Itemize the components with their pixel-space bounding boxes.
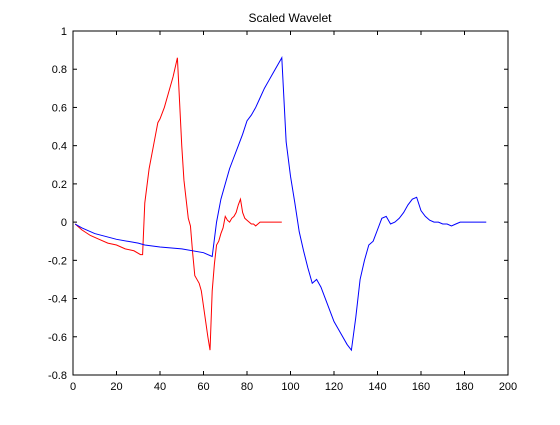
y-tick-label-0: -0.8 bbox=[48, 370, 67, 382]
x-axis-labels: 0 20 40 60 80 100 120 140 160 180 200 bbox=[70, 381, 517, 393]
x-tick-label-4: 80 bbox=[241, 381, 253, 393]
x-tick-label-3: 60 bbox=[197, 381, 209, 393]
x-tick-label-2: 40 bbox=[154, 381, 166, 393]
y-tick-label-5: 0.2 bbox=[52, 179, 67, 191]
y-tick-label-6: 0.4 bbox=[52, 141, 67, 153]
x-tick-label-10: 200 bbox=[499, 381, 517, 393]
x-tick-label-5: 100 bbox=[281, 381, 299, 393]
plot-area-background bbox=[73, 31, 508, 375]
x-tick-label-7: 140 bbox=[368, 381, 386, 393]
y-tick-label-7: 0.6 bbox=[52, 102, 67, 114]
y-tick-label-2: -0.4 bbox=[48, 294, 67, 306]
x-tick-label-0: 0 bbox=[70, 381, 76, 393]
y-tick-label-3: -0.2 bbox=[48, 255, 67, 267]
y-tick-label-8: 0.8 bbox=[52, 64, 67, 76]
x-tick-label-9: 180 bbox=[455, 381, 473, 393]
plot-frame bbox=[72, 30, 509, 376]
series-layer bbox=[74, 56, 487, 352]
y-tick-label-9: 1 bbox=[61, 26, 67, 38]
y-tick-label-4: 0 bbox=[61, 217, 67, 229]
series-line-2 bbox=[74, 56, 487, 352]
y-axis-labels: -0.8 -0.6 -0.4 -0.2 0 0.2 0.4 0.6 0.8 1 bbox=[48, 26, 67, 382]
x-tick-label-8: 160 bbox=[412, 381, 430, 393]
x-tick-label-6: 120 bbox=[325, 381, 343, 393]
series-line-1 bbox=[74, 57, 282, 351]
x-tick-label-1: 20 bbox=[110, 381, 122, 393]
y-tick-label-1: -0.6 bbox=[48, 332, 67, 344]
chart-title: Scaled Wavelet bbox=[249, 11, 333, 25]
